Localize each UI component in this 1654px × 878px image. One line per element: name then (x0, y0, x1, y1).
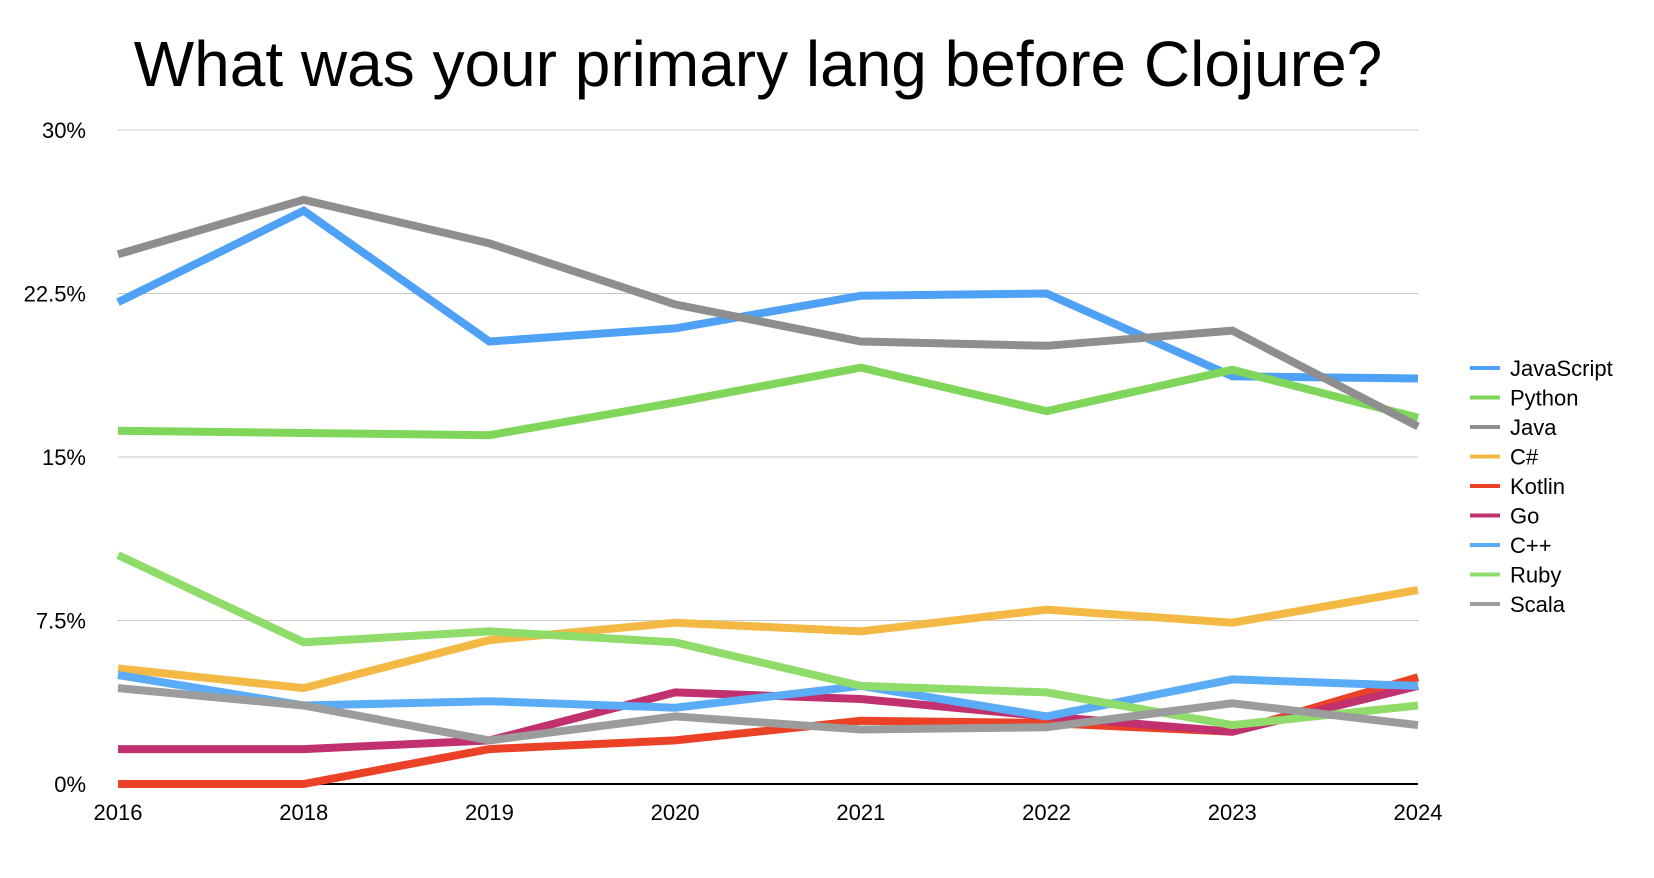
y-tick-label: 0% (54, 772, 86, 797)
legend-label: Python (1510, 386, 1579, 411)
x-tick-label: 2023 (1208, 800, 1257, 825)
legend-label: Go (1510, 504, 1539, 529)
legend: JavaScript Python Java C# Kotlin Go C++ Ruby Sca… (1470, 356, 1613, 617)
y-tick-label: 15% (42, 445, 86, 470)
series-line-scala (117, 684, 1419, 745)
legend-label: Java (1510, 415, 1557, 440)
legend-label: Ruby (1510, 563, 1561, 588)
legend-label: Kotlin (1510, 474, 1565, 499)
legend-label: JavaScript (1510, 356, 1613, 381)
x-tick-label: 2021 (836, 800, 885, 825)
chart-title: What was your primary lang before Clojur… (134, 28, 1383, 100)
series-line-ruby (116, 551, 1419, 730)
x-tick-label: 2022 (1022, 800, 1071, 825)
x-tick-label: 2024 (1394, 800, 1443, 825)
series-line-c- (117, 671, 1419, 721)
y-tick-label: 22.5% (24, 282, 86, 307)
y-axis-ticks: 0% 7.5% 15% 22.5% 30% (24, 118, 86, 797)
y-tick-label: 7.5% (36, 609, 86, 634)
x-tick-label: 2020 (651, 800, 700, 825)
x-tick-label: 2018 (279, 800, 328, 825)
legend-label: Scala (1510, 592, 1566, 617)
legend-label: C# (1510, 445, 1539, 470)
x-tick-label: 2019 (465, 800, 514, 825)
series-line-java (116, 195, 1420, 431)
series-line-python (117, 363, 1420, 440)
series-line-javascript (116, 206, 1419, 383)
series-line-c- (117, 586, 1419, 693)
x-tick-label: 2016 (94, 800, 143, 825)
grid-lines (118, 129, 1418, 785)
series-lines (116, 195, 1420, 788)
y-tick-label: 30% (42, 118, 86, 143)
x-axis-ticks: 2016 2018 2019 2020 2021 2022 2023 2024 (94, 800, 1443, 825)
legend-label: C++ (1510, 533, 1552, 558)
